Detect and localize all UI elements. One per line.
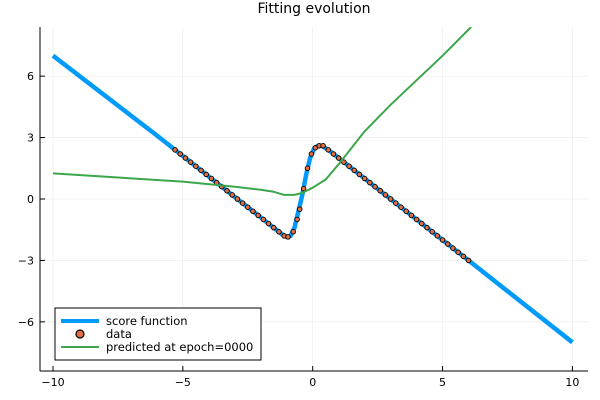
data-point (250, 208, 256, 215)
data-point (424, 224, 430, 231)
data-point (429, 229, 435, 235)
data-point (346, 163, 352, 169)
y-tick-label: −6 (18, 316, 34, 329)
chart-title: Fitting evolution (257, 1, 370, 17)
data-point (408, 212, 415, 219)
data-point (382, 192, 389, 198)
data-point (245, 204, 251, 210)
data-point (377, 188, 383, 194)
data-point (398, 204, 404, 210)
data-point (351, 167, 358, 174)
data-point (255, 212, 261, 219)
data-point (276, 229, 282, 235)
data-point (320, 143, 326, 149)
data-point (455, 249, 461, 255)
legend-label: score function (106, 314, 188, 328)
data-point (260, 216, 267, 223)
data-point (172, 147, 178, 153)
data-point (290, 229, 296, 235)
data-point (304, 165, 311, 172)
x-tick-label: 10 (565, 376, 579, 389)
y-tick-label: 0 (27, 193, 34, 206)
data-point (356, 171, 363, 178)
data-point (229, 192, 235, 198)
data-point (439, 237, 446, 243)
data-point (308, 151, 315, 157)
data-point (296, 206, 303, 212)
data-point (224, 188, 230, 194)
legend-label: predicted at epoch=0000 (106, 340, 253, 354)
series-line-predicted-at-epoch-0000 (52, 27, 472, 196)
data-point (270, 224, 277, 231)
y-tick-label: 3 (27, 132, 34, 145)
data-point (361, 175, 368, 182)
data-point (294, 216, 300, 223)
data-point (330, 151, 337, 157)
data-point (208, 175, 215, 182)
x-tick-label: 0 (309, 376, 316, 389)
data-point (177, 151, 183, 157)
data-point (367, 179, 373, 186)
data-point (300, 186, 307, 192)
data-point (450, 245, 456, 251)
y-tick-label: 6 (27, 70, 34, 83)
data-point (372, 183, 378, 190)
data-point (445, 241, 451, 247)
data-point (203, 171, 209, 178)
axes: −10 −5 0 5 10 −6 −3 0 3 6 (18, 27, 588, 389)
data-point (285, 234, 291, 240)
data-point (434, 233, 441, 239)
data-point (325, 147, 332, 153)
data-point (239, 200, 246, 206)
data-point (465, 257, 472, 264)
data-point (387, 196, 394, 202)
data-point (265, 220, 272, 227)
data-point (193, 163, 199, 169)
data-point (335, 155, 342, 161)
data-point (182, 155, 189, 161)
x-tick-label: −10 (41, 376, 64, 389)
plot-area (51, 27, 574, 345)
data-point (393, 200, 399, 206)
data-point (419, 220, 425, 227)
data-point (403, 208, 409, 215)
data-point (198, 167, 204, 174)
x-tick-label: 5 (439, 376, 446, 389)
series-group (51, 27, 574, 345)
data-point (187, 159, 194, 165)
x-tick-label: −5 (175, 376, 191, 389)
legend-box (54, 307, 262, 361)
data-point (413, 216, 420, 223)
legend-label: data (106, 327, 132, 341)
legend-marker (75, 329, 85, 339)
data-point (234, 196, 241, 202)
y-tick-label: −3 (18, 254, 34, 267)
data-point (460, 253, 467, 260)
